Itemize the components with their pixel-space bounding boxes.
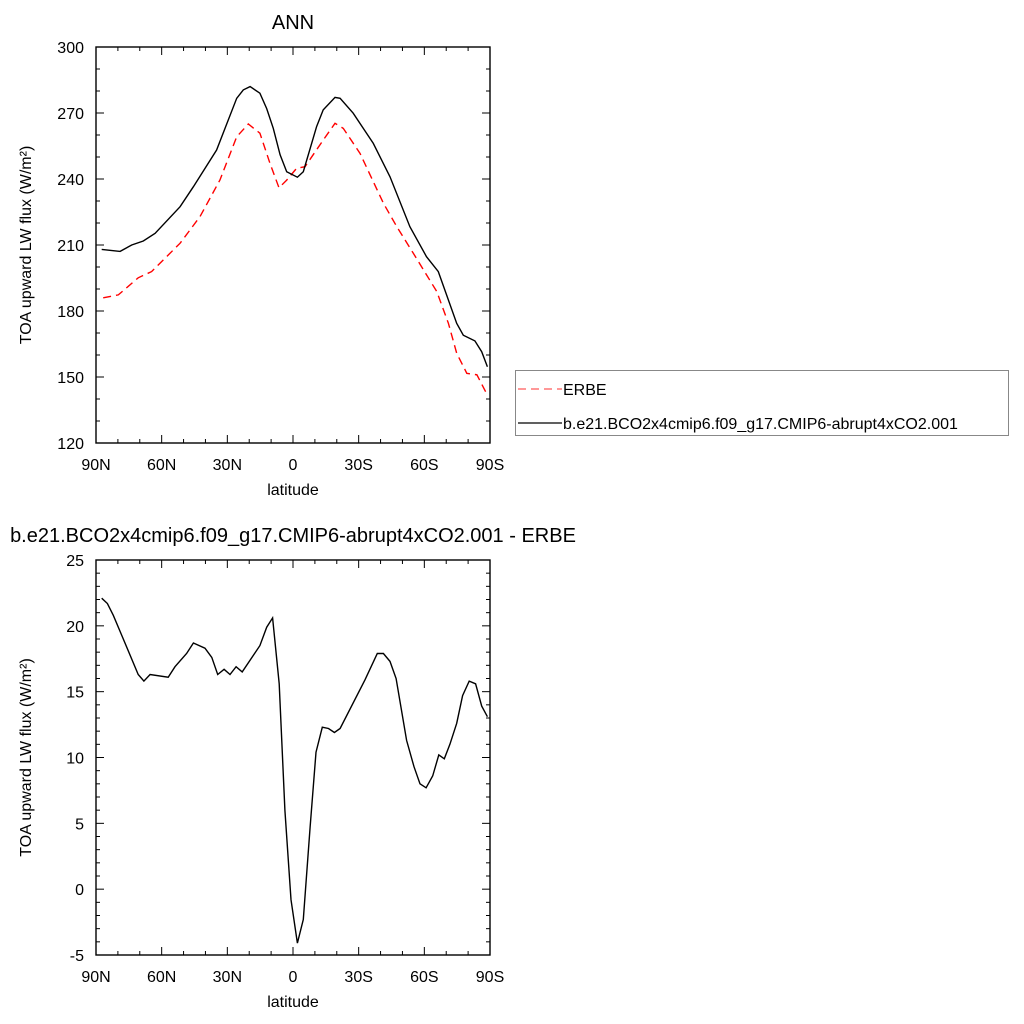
plot-panel-2: b.e21.BCO2x4cmip6.f09_g17.CMIP6-abrupt4x…: [10, 525, 576, 1011]
legend-box: [515, 370, 1009, 436]
y-tick-label: 25: [66, 553, 84, 570]
series-line-model: [101, 85, 489, 367]
x-tick-label: 90N: [81, 969, 110, 986]
y-tick-label: 15: [66, 685, 84, 702]
x-tick-label: 0: [289, 457, 298, 474]
x-tick-label: 90S: [476, 457, 504, 474]
plot-panel-1: ANN 90N 60N 30N 0 30S 60S 90S 120 150 180 210 240 270…: [18, 12, 1009, 499]
x-tick-label: 60N: [147, 457, 176, 474]
legend: ERBE b.e21.BCO2x4cmip6.f09_g17.CMIP6-abru…: [515, 370, 1009, 436]
y-tick-label: 300: [57, 40, 84, 57]
plot-title: ANN: [272, 12, 314, 34]
y-tick-label: 0: [75, 882, 84, 899]
x-tick-label: 90N: [81, 457, 110, 474]
y-tick-label: 120: [57, 436, 84, 453]
x-axis-label: latitude: [267, 482, 319, 499]
series-line-erbe: [103, 122, 489, 397]
x-tick-label: 90S: [476, 969, 504, 986]
plot-frame: [95, 46, 491, 444]
x-tick-label: 60N: [147, 969, 176, 986]
y-tick-label: 10: [66, 751, 84, 768]
y-tick-label: -5: [70, 948, 84, 965]
plot-frame: [95, 559, 491, 956]
x-tick-label: 30N: [213, 969, 242, 986]
x-tick-label: 30S: [344, 457, 372, 474]
y-tick-label: 240: [57, 172, 84, 189]
y-tick-label: 150: [57, 370, 84, 387]
y-tick-label: 210: [57, 238, 84, 255]
y-axis-label: TOA upward LW flux (W/m²): [18, 146, 35, 345]
x-tick-label: 0: [289, 969, 298, 986]
x-axis-label: latitude: [267, 994, 319, 1011]
x-tick-label: 30N: [213, 457, 242, 474]
x-tick-label: 60S: [410, 969, 438, 986]
y-tick-label: 5: [75, 816, 84, 833]
y-tick-label: 20: [66, 619, 84, 636]
plot-title: b.e21.BCO2x4cmip6.f09_g17.CMIP6-abrupt4x…: [10, 525, 576, 547]
y-tick-label: 270: [57, 106, 84, 123]
x-tick-label: 60S: [410, 457, 438, 474]
series-line-model: [101, 597, 489, 944]
legend-label: b.e21.BCO2x4cmip6.f09_g17.CMIP6-abrupt4x…: [563, 416, 958, 433]
y-tick-label: 180: [57, 304, 84, 321]
y-axis-label: TOA upward LW flux (W/m²): [18, 658, 35, 857]
legend-label: ERBE: [563, 382, 607, 399]
x-tick-label: 30S: [344, 969, 372, 986]
